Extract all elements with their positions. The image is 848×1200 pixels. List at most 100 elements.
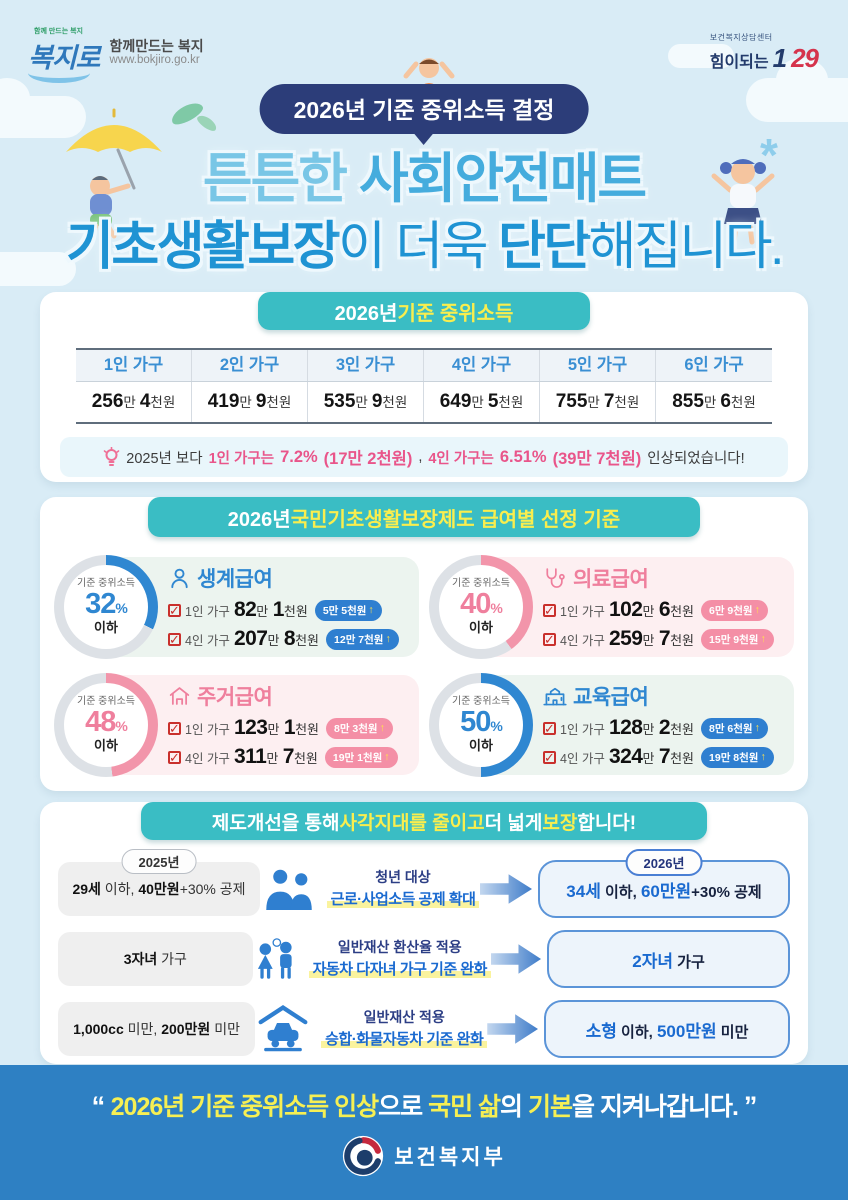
benefit-row: ✓ 1인 가구 82만 1천원 5만 5천원 ↑ [168, 598, 413, 622]
table-value: 649만 5천원 [424, 382, 540, 422]
bokjiro-logo: 함께 만드는 복지 복지로 함께만드는 복지 www.bokjiro.go.kr [28, 26, 204, 83]
arrow-up-icon: ↑ [754, 604, 760, 616]
children-icon [257, 938, 292, 979]
checkbox-icon: ✓ [543, 631, 556, 647]
median-income-table: 1인 가구 2인 가구 3인 가구 4인 가구 5인 가구 6인 가구 256만… [76, 348, 772, 424]
cloud-decoration [668, 44, 734, 68]
improvements-card: 제도개선을 통해 사각지대를 줄이고 더 넓게 보장 합니다! 2025년 29세… [40, 802, 808, 1064]
percent-donut: 기준 중위소득 32% 이하 [54, 555, 158, 659]
before-box: 1,000cc 미만, 200만원 미만 [58, 1002, 256, 1056]
improvement-row-children: 3자녀 가구 일반재산 환산율 적용 자동차 다자녀 가구 기준 완화 2자 [58, 926, 790, 992]
table-value: 755만 7천원 [540, 382, 656, 422]
after-box: 소형 이하, 500만원 미만 [544, 1000, 790, 1058]
cheering-kid-illustration [711, 159, 775, 245]
bokjiro-swoosh [28, 71, 90, 83]
change-subject: 일반재산 환산율 적용 [337, 939, 462, 956]
checkbox-icon: ✓ [168, 749, 181, 765]
bokjiro-wordmark: 함께 만드는 복지 복지로 [28, 26, 101, 83]
column-header: 4인 가구 [424, 350, 540, 381]
call-center-label: 힘이되는 [709, 54, 769, 71]
school-icon [543, 687, 567, 706]
checkbox-icon: ✓ [168, 602, 181, 618]
after-box: 2자녀 가구 [547, 930, 790, 988]
arrow-up-icon: ↑ [368, 604, 374, 616]
bokjiro-wordmark-text: 복지로 [28, 43, 101, 73]
checkbox-icon: ✓ [168, 631, 181, 647]
percent-value: 32% [85, 588, 128, 621]
ministry-logo: 보건복지부 [0, 1135, 848, 1177]
percent-value: 48% [85, 706, 128, 739]
median-income-card: 2026년 기준 중위소득 1인 가구 2인 가구 3인 가구 4인 가구 5인… [40, 292, 808, 482]
arrow-up-icon: ↑ [754, 722, 760, 734]
benefit-row: ✓ 4인 가구 259만 7천원 15만 9천원 ↑ [543, 627, 788, 651]
checkbox-icon: ✓ [168, 720, 181, 736]
improvement-row-vehicle: 1,000cc 미만, 200만원 미만 일반재산 적용 승합·화물자동차 기준… [58, 996, 790, 1062]
benefit-row: ✓ 1인 가구 123만 1천원 8만 3천원 ↑ [168, 716, 413, 740]
benefit-title: 의료급여 [543, 563, 788, 593]
increase-badge: 19만 1천원 ↑ [324, 746, 398, 768]
improvement-row-youth: 2025년 29세 이하, 40만원+30% 공제 청년 대상 근로·사업소득 … [58, 849, 790, 922]
leaf-decoration [195, 112, 219, 134]
table-value: 535만 9천원 [308, 382, 424, 422]
benefit-row: ✓ 1인 가구 102만 6천원 6만 9천원 ↑ [543, 598, 788, 622]
increase-badge: 8만 3천원 ↑ [326, 717, 393, 739]
median-income-title: 2026년 기준 중위소득 [258, 292, 590, 330]
percent-value: 50% [460, 706, 503, 739]
arrow-up-icon: ↑ [760, 633, 766, 645]
government-emblem-icon [343, 1135, 384, 1177]
checkbox-icon: ✓ [543, 602, 556, 618]
benefit-card-medical: 기준 중위소득 40% 이하 의료급여 ✓ 1인 가구 102만 6천원 6만 … [429, 553, 794, 661]
house-icon [169, 687, 190, 705]
table-value: 256만 4천원 [76, 382, 192, 422]
change-subject: 일반재산 적용 [363, 1009, 445, 1026]
increase-note: 2025년 보다 1인 가구는 7.2% (17만 2천원), 4인 가구는 6… [60, 437, 788, 477]
benefit-card-housing: 기준 중위소득 48% 이하 주거급여 ✓ 1인 가구 123만 1천원 8만 … [54, 671, 419, 779]
arrow-up-icon: ↑ [379, 722, 385, 734]
column-header: 1인 가구 [76, 350, 192, 381]
footer-band: “ 2026년 기준 중위소득 인상으로 국민 삶의 기본을 지켜나갑니다. ”… [0, 1065, 848, 1200]
year-2025-pill: 2025년 [121, 849, 197, 874]
before-box: 2025년 29세 이하, 40만원+30% 공제 [58, 849, 260, 916]
person-icon [171, 568, 188, 588]
improvements-title: 제도개선을 통해 사각지대를 줄이고 더 넓게 보장 합니다! [141, 802, 707, 840]
bokjiro-url: www.bokjiro.go.kr [109, 54, 200, 67]
table-value: 419만 9천원 [192, 382, 308, 422]
call-center-number-1: 1 [772, 43, 788, 73]
table-header-row: 1인 가구 2인 가구 3인 가구 4인 가구 5인 가구 6인 가구 [76, 350, 772, 382]
column-header: 3인 가구 [308, 350, 424, 381]
benefit-row: ✓ 4인 가구 207만 8천원 12만 7천원 ↑ [168, 627, 413, 651]
benefit-title: 교육급여 [543, 681, 788, 711]
bokjiro-tagline-small: 함께 만드는 복지 [34, 28, 83, 35]
arrow-right-icon [487, 1014, 538, 1044]
stethoscope-icon [546, 567, 565, 588]
arrow-up-icon: ↑ [385, 633, 391, 645]
people-icon [265, 869, 312, 910]
year-2026-pill: 2026년 [625, 849, 703, 876]
cloud-decoration [746, 58, 848, 122]
percent-value: 40% [460, 588, 503, 621]
benefit-criteria-card: 2026년 국민기초생활보장제도 급여별 선정 기준 기준 중위소득 32% 이… [40, 497, 808, 791]
increase-badge: 6만 9천원 ↑ [701, 599, 768, 621]
increase-badge: 19만 8천원 ↑ [701, 746, 774, 768]
car-garage-icon [258, 1005, 308, 1052]
benefit-criteria-title: 2026년 국민기초생활보장제도 급여별 선정 기준 [148, 497, 700, 537]
call-center-name: 보건복지상담센터 [709, 33, 773, 42]
percent-donut: 기준 중위소득 48% 이하 [54, 673, 158, 777]
benefit-title: 생계급여 [168, 563, 413, 593]
arrow-up-icon: ↑ [384, 751, 390, 763]
hero-badge: 2026년 기준 중위소득 결정 [259, 84, 589, 145]
arrow-right-icon [480, 874, 532, 904]
footer-quote: “ 2026년 기준 중위소득 인상으로 국민 삶의 기본을 지켜나갑니다. ” [91, 1091, 758, 1121]
change-description: 승합·화물자동차 기준 완화 [321, 1030, 488, 1048]
column-header: 5인 가구 [540, 350, 656, 381]
table-value: 855만 6천원 [672, 391, 756, 412]
cloud-decoration [0, 252, 76, 286]
arrow-right-icon [490, 944, 542, 974]
after-box: 2026년 34세 이하, 60만원+30% 공제 [538, 849, 790, 918]
umbrella-kid-illustration [66, 108, 162, 241]
increase-badge: 12만 7천원 ↑ [326, 628, 399, 650]
benefit-row: ✓ 4인 가구 311만 7천원 19만 1천원 ↑ [168, 745, 413, 769]
checkbox-icon: ✓ [543, 720, 556, 736]
call-center-number-29: 29 [791, 43, 819, 73]
